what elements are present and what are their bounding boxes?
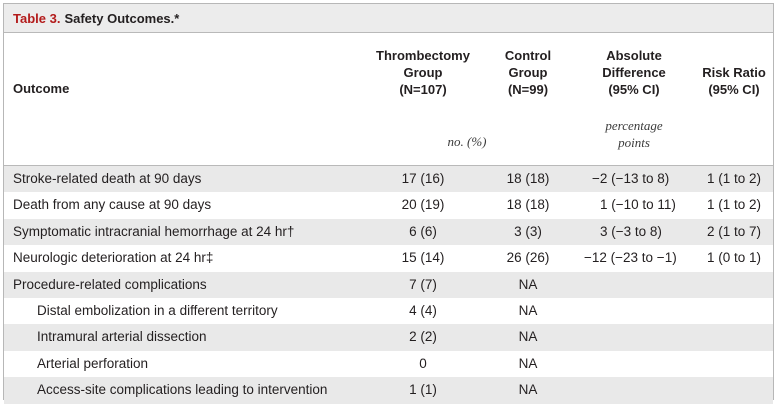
row-label: Arterial perforation [37,355,149,371]
thrombectomy-value: 20 (19) [401,197,445,213]
difference-value [574,324,694,350]
header-outcome: Outcome [13,81,70,96]
control-value: NA [518,329,538,345]
control-value: NA [518,276,538,292]
row-label: Stroke-related death at 90 days [13,171,202,186]
thrombectomy-value: 7 (7) [409,276,437,292]
row-label: Distal embolization in a different terri… [37,302,278,318]
thrombectomy-value: 4 (4) [409,302,437,318]
thrombectomy-value: 1 (1) [409,382,437,398]
control-value: NA [518,355,538,371]
table-number: Table 3. [13,10,61,26]
unit-difference-line2: points [618,135,650,150]
table-row: Neurologic deterioration at 24 hr‡ 15 (1… [4,245,773,271]
table-header: Outcome Thrombectomy Group (N=107) Contr… [4,33,773,166]
row-label: Procedure-related complications [13,276,207,292]
control-value: 3 (3) [514,223,542,239]
thrombectomy-value: 17 (16) [401,171,445,186]
row-label: Neurologic deterioration at 24 hr‡ [13,250,214,266]
header-risk-ratio: Risk Ratio (95% CI) [696,64,772,98]
table-body: Stroke-related death at 90 days 17 (16) … [4,166,773,404]
difference-value: −12 (−23 to −1) [584,250,677,266]
header-control-line3: (N=99) [507,82,549,97]
difference-value [574,298,694,324]
header-difference-line1: Absolute [606,48,662,63]
difference-value [574,272,694,298]
risk-ratio-value: 1 (0 to 1) [706,250,762,266]
table-frame: Table 3. Safety Outcomes.* Outcome Throm… [3,3,774,404]
thrombectomy-value: 0 [419,355,427,371]
table-row: Arterial perforation 0 NA [4,351,773,377]
table-row: Procedure-related complications 7 (7) NA [4,271,773,298]
control-value: 26 (26) [506,250,550,266]
row-label: Death from any cause at 90 days [13,197,212,213]
header-risk-line1: Risk Ratio [702,65,766,80]
control-value: 18 (18) [506,171,550,186]
header-control-line2: Group [508,65,548,80]
difference-value [574,377,694,403]
control-value: NA [518,302,538,318]
row-label: Symptomatic intracranial hemorrhage at 2… [13,223,295,239]
header-difference-line3: (95% CI) [608,82,660,97]
thrombectomy-value: 6 (6) [409,223,437,239]
table-title: Safety Outcomes.* [64,10,180,26]
header-control-line1: Control [504,48,552,63]
risk-ratio-value [696,324,772,350]
table-row: Distal embolization in a different terri… [4,298,773,324]
unit-groups: no. (%) [447,134,487,149]
risk-ratio-value [696,377,772,403]
difference-value: 1 (−10 to 11) [600,197,676,213]
table-row: Stroke-related death at 90 days 17 (16) … [4,166,773,193]
table-row: Intramural arterial dissection 2 (2) NA [4,324,773,351]
table-row: Symptomatic intracranial hemorrhage at 2… [4,218,773,246]
risk-ratio-value [696,298,772,324]
risk-ratio-value [696,351,772,377]
unit-difference: percentage points [574,117,694,151]
thrombectomy-value: 2 (2) [409,329,437,345]
control-value: 18 (18) [506,197,550,213]
risk-ratio-value [696,272,772,298]
header-difference: Absolute Difference (95% CI) [574,47,694,98]
header-control: Control Group (N=99) [488,47,568,98]
header-difference-line2: Difference [602,65,666,80]
thrombectomy-value: 15 (14) [401,250,445,266]
table-row: Access-site complications leading to int… [4,377,773,404]
header-risk-line2: (95% CI) [708,82,760,97]
risk-ratio-value: 1 (1 to 2) [706,171,762,186]
unit-difference-line1: percentage [605,118,663,133]
table-title-bar: Table 3. Safety Outcomes.* [4,4,773,33]
header-thrombectomy: Thrombectomy Group (N=107) [364,47,482,98]
table-row: Death from any cause at 90 days 20 (19) … [4,192,773,218]
row-label: Intramural arterial dissection [37,329,207,345]
header-thrombectomy-line3: (N=107) [399,82,447,97]
row-label: Access-site complications leading to int… [37,382,328,398]
difference-value [574,351,694,377]
difference-value: 3 (−3 to 8) [600,223,662,239]
difference-value: −2 (−13 to 8) [592,171,670,186]
header-thrombectomy-line2: Group [403,65,443,80]
control-value: NA [518,382,538,398]
risk-ratio-value: 2 (1 to 7) [706,223,762,239]
risk-ratio-value: 1 (1 to 2) [706,197,762,213]
header-thrombectomy-line1: Thrombectomy [376,48,470,63]
